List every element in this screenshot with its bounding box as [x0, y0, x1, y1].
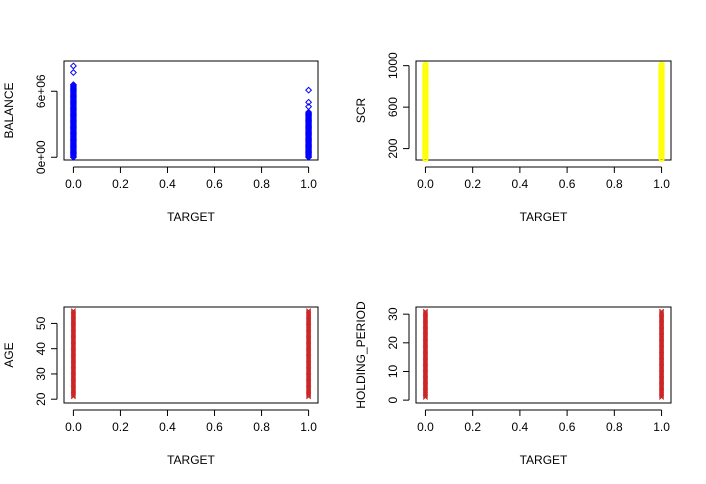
x-tick-label: 0.4: [159, 177, 176, 191]
y-tick-label: 10: [386, 364, 400, 378]
x-tick-label: 0.8: [253, 177, 270, 191]
age-scatter-panel: TARGET AGE 0.0 0.2 0.4 0.6 0.8 1.0 20 30 40 50: [2, 306, 319, 467]
data-point: [422, 61, 429, 68]
y-axis-label: BALANCE: [2, 82, 16, 138]
data-point: [305, 98, 313, 106]
y-tick-label: 20: [386, 336, 400, 350]
x-tick-label: 0.6: [206, 177, 223, 191]
data-point: [70, 308, 76, 314]
x-tick-label: 0.8: [606, 177, 623, 191]
x-tick-label: 0.2: [464, 177, 481, 191]
plot-frame: [415, 60, 672, 161]
y-axis-label: HOLDING_PERIOD: [354, 301, 368, 409]
data-point: [422, 308, 428, 314]
x-tick-label: 1.0: [653, 420, 670, 434]
data-point: [306, 308, 312, 314]
x-axis-label: TARGET: [520, 453, 568, 467]
data-point: [305, 103, 313, 111]
data-point: [422, 309, 428, 316]
x-axis-label: TARGET: [520, 210, 568, 224]
data-point: [69, 81, 77, 89]
x-tick-label: 0.8: [253, 420, 270, 434]
y-axis-label: SCR: [354, 98, 368, 124]
y-tick-label: 1000: [386, 52, 400, 79]
scr-scatter-panel: TARGET SCR 0.0 0.2 0.4 0.6 0.8 1.0 200 600 1000: [354, 52, 672, 224]
y-tick-label: 200: [386, 138, 400, 158]
y-tick-label: 6e+06: [34, 74, 48, 108]
data-point: [659, 309, 665, 316]
y-tick-label: 40: [34, 342, 48, 356]
x-tick-label: 0.2: [112, 177, 129, 191]
x-tick-label: 0.4: [512, 177, 529, 191]
x-tick-label: 0.2: [464, 420, 481, 434]
y-tick-label: 20: [34, 392, 48, 406]
x-tick-label: 1.0: [300, 177, 317, 191]
x-axis-label: TARGET: [167, 210, 215, 224]
data-point: [69, 69, 77, 77]
data-point: [306, 309, 312, 315]
x-tick-label: 0.2: [112, 420, 129, 434]
plot-frame: [415, 306, 672, 404]
x-tick-label: 1.0: [300, 420, 317, 434]
x-tick-label: 0.0: [417, 177, 434, 191]
y-tick-label: 30: [386, 307, 400, 321]
x-tick-label: 0.0: [65, 177, 82, 191]
x-axis-label: TARGET: [167, 453, 215, 467]
x-tick-label: 0.8: [606, 420, 623, 434]
data-point: [658, 61, 665, 68]
x-tick-label: 0.0: [65, 420, 82, 434]
plot-frame: [63, 306, 319, 404]
y-tick-label: 600: [386, 97, 400, 117]
y-tick-label: 50: [34, 316, 48, 330]
x-tick-label: 0.6: [559, 420, 576, 434]
x-tick-label: 0.6: [206, 420, 223, 434]
y-tick-label: 0e+00: [34, 140, 48, 174]
data-point: [69, 62, 77, 70]
y-tick-label: 30: [34, 367, 48, 381]
x-tick-label: 0.4: [159, 420, 176, 434]
data-point: [305, 86, 313, 94]
x-tick-label: 0.0: [417, 420, 434, 434]
holding-period-scatter-panel: TARGET HOLDING_PERIOD 0.0 0.2 0.4 0.6 0.8 1.0…: [354, 301, 672, 467]
data-point: [659, 308, 665, 314]
y-tick-label: 0: [386, 396, 400, 403]
data-point: [305, 108, 313, 116]
x-tick-label: 0.4: [512, 420, 529, 434]
plot-frame: [63, 60, 319, 161]
x-tick-label: 0.6: [559, 177, 576, 191]
y-axis-label: AGE: [2, 342, 16, 367]
data-point: [70, 309, 76, 315]
balance-scatter-panel: TARGET BALANCE 0.0 0.2 0.4 0.6 0.8 1.0 0e+00 6e…: [2, 60, 319, 224]
x-tick-label: 1.0: [653, 177, 670, 191]
